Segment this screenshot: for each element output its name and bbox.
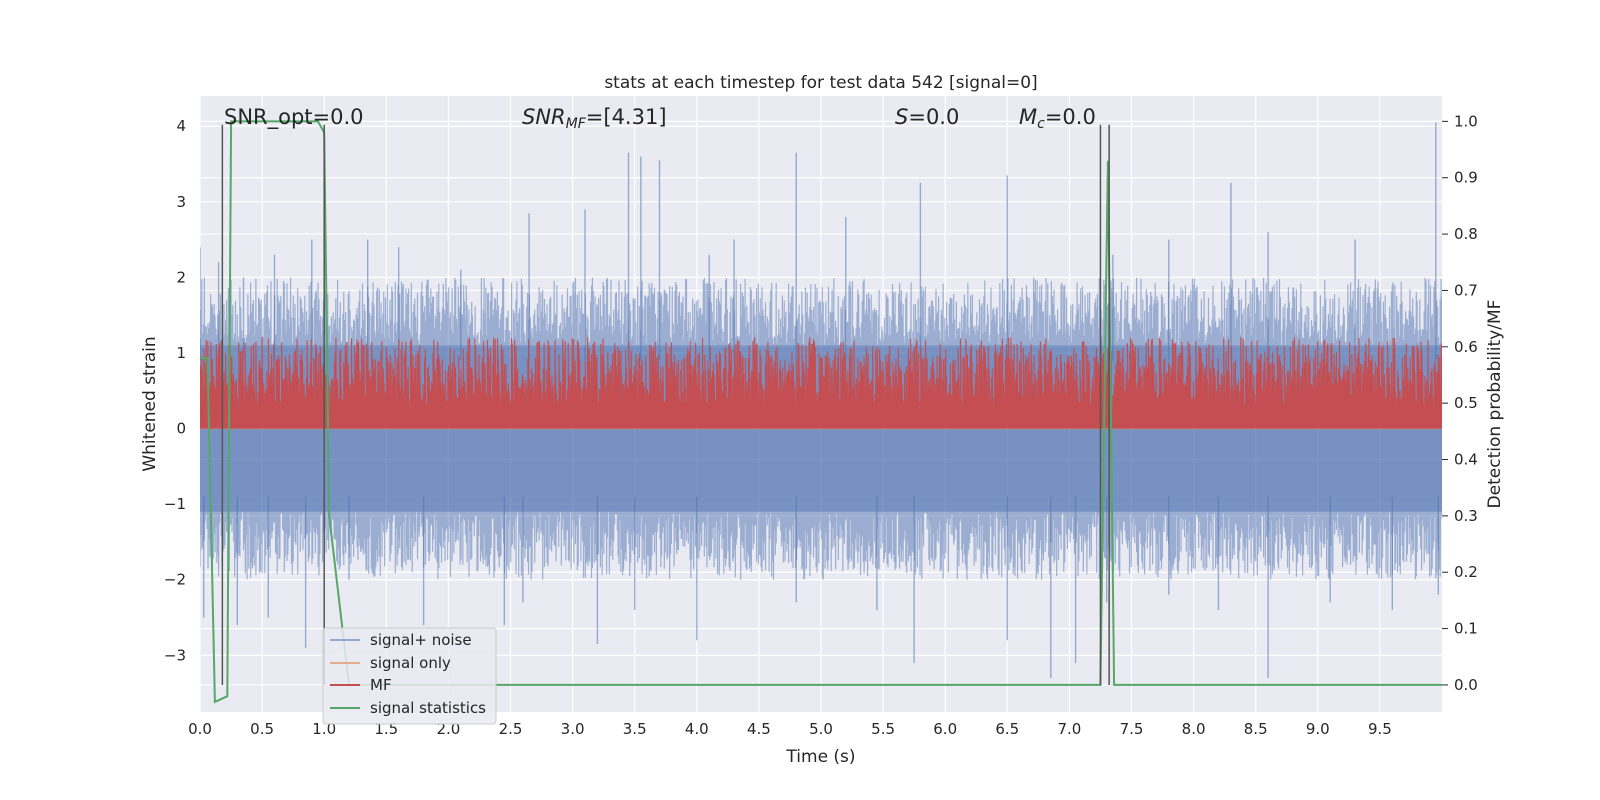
y2-tick-label: 0.3 bbox=[1454, 507, 1478, 525]
y-tick-label: 1 bbox=[176, 344, 186, 362]
x-tick-label: 3.0 bbox=[561, 720, 585, 738]
annotation-s: S=0.0 bbox=[895, 105, 959, 129]
y-tick-label: −3 bbox=[164, 646, 186, 664]
x-tick-label: 0.5 bbox=[250, 720, 274, 738]
x-tick-label: 2.5 bbox=[499, 720, 523, 738]
legend-label-signal-statistics: signal statistics bbox=[370, 699, 486, 717]
y2-tick-label: 0.7 bbox=[1454, 281, 1478, 299]
annotation-snr-mf-symbol: SNR bbox=[522, 105, 566, 129]
y2-tick-labels: 0.0 0.1 0.2 0.3 0.4 0.5 0.6 0.7 0.8 0.9 1.0 bbox=[1442, 112, 1478, 694]
x-tick-label: 8.5 bbox=[1244, 720, 1268, 738]
annotation-snr-mf: SNRMF=[4.31] bbox=[522, 105, 667, 132]
y2-tick-label: 0.9 bbox=[1454, 169, 1478, 187]
x-axis-label: Time (s) bbox=[785, 747, 855, 767]
x-tick-label: 0.0 bbox=[188, 720, 212, 738]
y2-axis-label: Detection probability/MF bbox=[1485, 300, 1505, 509]
annotation-snr-opt: SNR_opt=0.0 bbox=[224, 105, 364, 130]
y2-tick-label: 0.5 bbox=[1454, 394, 1478, 412]
legend-label-signal-noise: signal+ noise bbox=[370, 631, 472, 649]
x-tick-label: 4.5 bbox=[747, 720, 771, 738]
legend-label-signal-only: signal only bbox=[370, 654, 451, 672]
x-tick-label: 9.0 bbox=[1306, 720, 1330, 738]
chart-title: stats at each timestep for test data 542… bbox=[604, 73, 1037, 93]
annotation-snr-mf-value: =[4.31] bbox=[586, 105, 667, 129]
annotation-s-symbol: S bbox=[895, 105, 908, 129]
y-tick-labels: −3 −2 −1 0 1 2 3 4 bbox=[164, 117, 186, 664]
annotation-mc: Mc=0.0 bbox=[1019, 105, 1096, 132]
y-tick-label: 4 bbox=[176, 117, 186, 135]
y-tick-label: −2 bbox=[164, 571, 186, 589]
legend-label-mf: MF bbox=[370, 676, 392, 694]
y-tick-label: −1 bbox=[164, 495, 186, 513]
annotation-s-value: =0.0 bbox=[908, 105, 959, 129]
y2-tick-label: 0.1 bbox=[1454, 620, 1478, 638]
vertical-markers bbox=[221, 124, 1110, 685]
legend-box bbox=[322, 627, 497, 725]
series-layer bbox=[200, 120, 1442, 704]
series-signal-statistics-line bbox=[200, 120, 1442, 704]
x-tick-label: 6.0 bbox=[933, 720, 957, 738]
annotation-mc-subscript: c bbox=[1037, 116, 1045, 132]
x-tick-label: 7.0 bbox=[1057, 720, 1081, 738]
annotation-snr-mf-subscript: MF bbox=[566, 116, 587, 132]
series-signal-noise-spikes bbox=[200, 122, 1439, 678]
y2-tick-label: 0.4 bbox=[1454, 451, 1478, 469]
annotation-mc-symbol: M bbox=[1019, 105, 1037, 129]
y-axis-label: Whitened strain bbox=[140, 336, 160, 471]
x-tick-labels: 0.0 0.5 1.0 1.5 2.0 2.5 3.0 3.5 4.0 4.5 5.0 5.5 6.0 6… bbox=[188, 720, 1392, 738]
x-tick-label: 5.5 bbox=[871, 720, 895, 738]
x-tick-label: 7.5 bbox=[1120, 720, 1144, 738]
y2-tick-label: 0.8 bbox=[1454, 225, 1478, 243]
x-tick-label: 4.0 bbox=[685, 720, 709, 738]
y2-tick-label: 0.2 bbox=[1454, 563, 1478, 581]
y-tick-label: 2 bbox=[176, 268, 186, 286]
y2-tick-label: 0.6 bbox=[1454, 338, 1478, 356]
x-tick-label: 6.5 bbox=[995, 720, 1019, 738]
x-tick-label: 8.0 bbox=[1182, 720, 1206, 738]
annotation-mc-value: =0.0 bbox=[1045, 105, 1096, 129]
x-tick-label: 9.5 bbox=[1368, 720, 1392, 738]
x-tick-label: 5.0 bbox=[809, 720, 833, 738]
legend: signal+ noise signal only MF signal stat… bbox=[322, 627, 497, 725]
y2-tick-label: 0.0 bbox=[1454, 676, 1478, 694]
y2-tick-label: 1.0 bbox=[1454, 112, 1478, 130]
y-tick-label: 3 bbox=[176, 193, 186, 211]
y-tick-label: 0 bbox=[176, 420, 186, 438]
x-tick-label: 3.5 bbox=[623, 720, 647, 738]
series-mf-line bbox=[200, 337, 1442, 429]
